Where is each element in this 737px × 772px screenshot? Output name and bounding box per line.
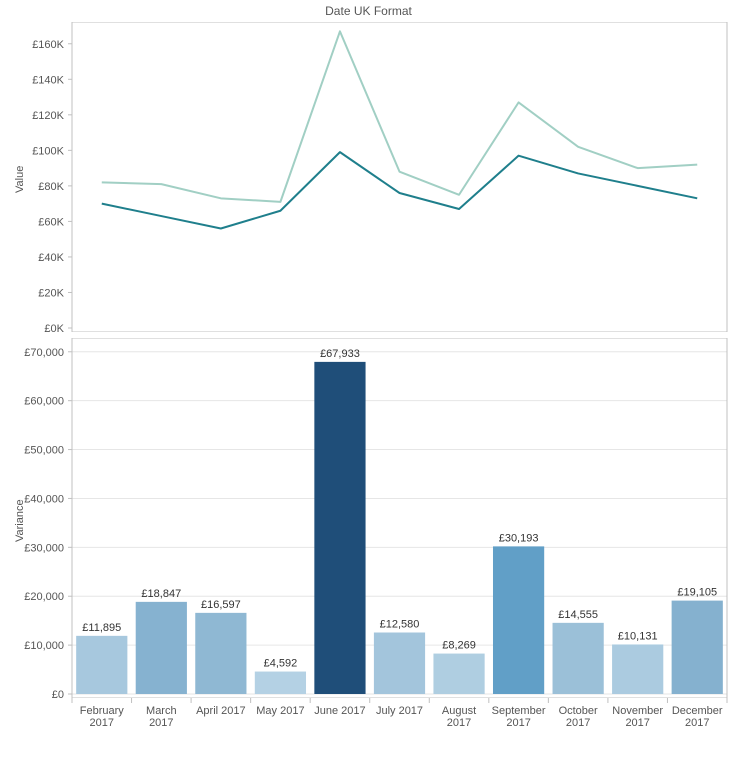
bar [433, 654, 484, 694]
bar-value-label: £18,847 [141, 588, 181, 600]
x-tick-label: February2017 [80, 705, 125, 729]
line-ytick-label: £120K [32, 110, 64, 122]
bar-chart: £0 £10,000 £20,000 £30,000 £40,000 £50,000 £60… [0, 338, 737, 698]
bar-ytick-label: £70,000 [24, 347, 64, 359]
line-series-series-a [102, 31, 697, 202]
x-tick-label: November2017 [612, 705, 663, 729]
bar-value-label: £14,555 [558, 609, 598, 621]
bar [553, 623, 604, 694]
bar [255, 672, 306, 694]
bar-value-label: £16,597 [201, 599, 241, 611]
bar [612, 644, 663, 694]
bar [136, 602, 187, 694]
bar [672, 601, 723, 694]
bar-ytick-label: £20,000 [24, 591, 64, 603]
bar [374, 632, 425, 694]
x-tick-label: September2017 [492, 705, 546, 729]
x-tick-label: May 2017 [256, 705, 304, 717]
bar-ytick-label: £50,000 [24, 445, 64, 457]
line-ytick-label: £140K [32, 74, 64, 86]
line-ytick-label: £60K [38, 216, 64, 228]
bar-ytick-label: £60,000 [24, 396, 64, 408]
line-ytick-label: £100K [32, 145, 64, 157]
x-axis: February2017 March2017 April 2017 May 2017 J… [0, 698, 737, 738]
x-tick-label: April 2017 [196, 705, 246, 717]
bar-value-label: £12,580 [380, 618, 420, 630]
x-tick-label: March2017 [146, 705, 177, 729]
x-tick-label: August2017 [442, 705, 476, 729]
line-ytick-label: £0K [44, 323, 64, 332]
bar-value-label: £4,592 [264, 658, 298, 670]
bar-ytick-label: £40,000 [24, 493, 64, 505]
bar-ytick-label: £10,000 [24, 640, 64, 652]
bar-value-label: £10,131 [618, 630, 658, 642]
bar-ytick-label: £0 [52, 689, 64, 698]
chart-title: Date UK Format [0, 4, 737, 18]
bar [493, 546, 544, 694]
bar [76, 636, 127, 694]
line-ytick-label: £160K [32, 39, 64, 51]
bar [314, 362, 365, 694]
bar-value-label: £30,193 [499, 532, 539, 544]
bar-value-label: £8,269 [442, 640, 476, 652]
line-ytick-label: £80K [38, 181, 64, 193]
chart-container: Date UK Format Value Variance £0K£20K£40… [0, 0, 737, 772]
line-chart: £0K £20K £40K £60K £80K £100K £120K £140K £160K [0, 22, 737, 332]
x-tick-label: December2017 [672, 705, 723, 729]
line-ytick-label: £20K [38, 287, 64, 299]
x-tick-label: July 2017 [376, 705, 423, 717]
bar-ytick-label: £30,000 [24, 542, 64, 554]
bar-value-label: £11,895 [82, 622, 121, 634]
x-tick-label: October2017 [559, 705, 598, 729]
bar-value-label: £19,105 [677, 587, 717, 599]
line-ytick-label: £40K [38, 252, 64, 264]
bar-value-label: £67,933 [320, 348, 360, 360]
bar [195, 613, 246, 694]
x-tick-label: June 2017 [314, 705, 365, 717]
